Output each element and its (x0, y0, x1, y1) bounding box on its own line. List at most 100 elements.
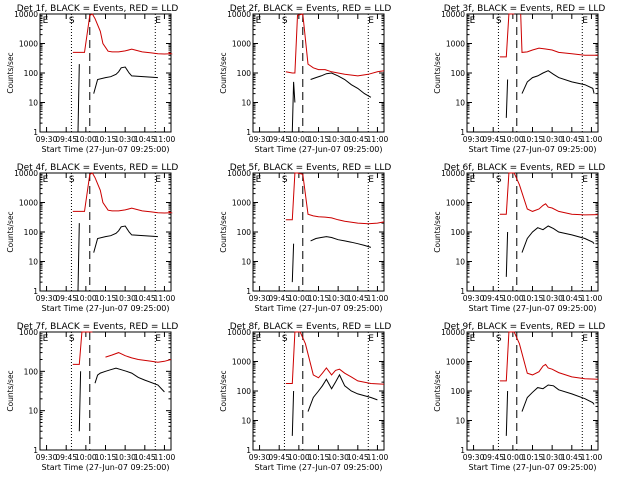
x-tick-label: 10:30 (541, 135, 563, 144)
events-series-line (505, 225, 595, 277)
y-axis-label: Counts/sec (433, 52, 442, 93)
lld-series-line (499, 331, 599, 382)
y-tick-label: 100 (451, 69, 466, 78)
marker-label: E (368, 175, 374, 185)
x-tick-label: 10:30 (327, 135, 349, 144)
y-axis-label: Counts/sec (433, 211, 442, 252)
panel-title: Det 5f, BLACK = Events, RED = LLD (230, 163, 392, 173)
marker-label: E (43, 334, 49, 344)
y-tick-label: 1 (460, 128, 465, 137)
x-tick-label: 11:00 (154, 294, 176, 303)
lld-series-line (285, 13, 385, 77)
marker-label: E (470, 334, 476, 344)
x-tick-label: 09:45 (268, 135, 290, 144)
x-tick-label: 10:00 (75, 135, 97, 144)
x-tick-label: 10:15 (95, 294, 117, 303)
y-tick-label: 100 (237, 228, 252, 237)
y-tick-label: 10000 (227, 169, 251, 178)
x-axis-label: Start Time (27-Jun-07 09:25:00) (42, 145, 170, 154)
lld-series-line (285, 331, 385, 385)
y-tick-label: 10000 (227, 328, 251, 337)
y-tick-label: 1000 (446, 358, 465, 367)
marker-label: E (43, 175, 49, 185)
x-axis-label: Start Time (27-Jun-07 09:25:00) (469, 304, 597, 313)
x-tick-label: 10:30 (327, 294, 349, 303)
y-tick-label: 1000 (232, 358, 251, 367)
y-axis-label: Counts/sec (433, 370, 442, 411)
y-axis-label: Counts/sec (6, 52, 15, 93)
x-tick-label: 09:30 (249, 453, 271, 462)
events-series-line (291, 72, 372, 133)
marker-label: S (282, 175, 288, 185)
x-axis-label: Start Time (27-Jun-07 09:25:00) (42, 304, 170, 313)
panel-det-3: Det 3f, BLACK = Events, RED = LLD 1 10 100 1… (433, 4, 605, 154)
marker-label: S (282, 16, 288, 26)
y-tick-label: 10000 (441, 10, 465, 19)
x-tick-label: 10:15 (308, 135, 330, 144)
x-tick-label: 09:30 (36, 135, 58, 144)
x-tick-label: 10:00 (288, 135, 310, 144)
x-tick-label: 11:00 (581, 453, 603, 462)
y-tick-label: 1 (246, 446, 251, 455)
lld-series-line (499, 172, 599, 216)
marker-label: E (155, 175, 161, 185)
events-series-line (78, 367, 165, 432)
x-tick-label: 10:45 (134, 453, 156, 462)
y-tick-label: 1000 (446, 40, 465, 49)
lld-series-line (72, 331, 172, 365)
y-tick-label: 10000 (441, 169, 465, 178)
y-axis-label: Counts/sec (219, 370, 228, 411)
y-tick-label: 10 (241, 99, 251, 108)
x-tick-label: 10:15 (308, 453, 330, 462)
x-tick-label: 10:30 (327, 453, 349, 462)
x-tick-label: 10:45 (561, 294, 583, 303)
x-tick-label: 10:15 (522, 453, 544, 462)
x-axis-label: Start Time (27-Jun-07 09:25:00) (42, 463, 170, 472)
marker-label: S (496, 334, 502, 344)
y-tick-label: 1000 (232, 199, 251, 208)
x-tick-label: 09:30 (463, 453, 485, 462)
y-tick-label: 10 (455, 99, 465, 108)
y-tick-label: 1000 (19, 328, 38, 337)
marker-label: E (368, 16, 374, 26)
x-tick-label: 10:45 (134, 135, 156, 144)
x-tick-label: 09:45 (482, 453, 504, 462)
lld-series-line (72, 172, 173, 214)
marker-label: E (582, 334, 588, 344)
panel-det-1: Det 1f, BLACK = Events, RED = LLD 1 10 100 1… (6, 4, 178, 154)
x-tick-label: 10:00 (75, 294, 97, 303)
panel-title: Det 9f, BLACK = Events, RED = LLD (444, 322, 606, 332)
y-axis-label: Counts/sec (6, 211, 15, 252)
y-tick-label: 10 (28, 258, 38, 267)
panel-title: Det 1f, BLACK = Events, RED = LLD (17, 4, 179, 14)
panel-title: Det 8f, BLACK = Events, RED = LLD (230, 322, 392, 332)
x-tick-label: 10:00 (502, 453, 524, 462)
lld-series-line (72, 13, 173, 55)
x-axis-label: Start Time (27-Jun-07 09:25:00) (255, 145, 383, 154)
x-tick-label: 11:00 (367, 135, 389, 144)
panel-det-4: Det 4f, BLACK = Events, RED = LLD 1 10 100 1… (6, 163, 178, 313)
y-tick-label: 1000 (446, 199, 465, 208)
y-tick-label: 10000 (14, 10, 38, 19)
y-tick-label: 100 (451, 228, 466, 237)
y-tick-label: 1 (460, 287, 465, 296)
x-tick-label: 09:45 (482, 294, 504, 303)
x-tick-label: 10:15 (522, 294, 544, 303)
y-tick-label: 10 (455, 417, 465, 426)
x-tick-label: 11:00 (154, 135, 176, 144)
x-tick-label: 10:30 (114, 135, 136, 144)
y-tick-label: 100 (24, 69, 39, 78)
marker-label: S (69, 175, 75, 185)
panel-det-8: Det 8f, BLACK = Events, RED = LLD 1 10 100 1… (219, 322, 391, 472)
marker-label: E (155, 334, 161, 344)
x-tick-label: 09:45 (55, 294, 77, 303)
events-series-line (505, 384, 595, 436)
x-tick-label: 10:30 (114, 294, 136, 303)
panel-title: Det 6f, BLACK = Events, RED = LLD (444, 163, 606, 173)
events-series-line (77, 223, 158, 292)
y-tick-label: 100 (24, 367, 39, 376)
y-tick-label: 10000 (14, 169, 38, 178)
x-tick-label: 10:00 (502, 135, 524, 144)
marker-label: S (496, 175, 502, 185)
x-axis-label: Start Time (27-Jun-07 09:25:00) (469, 463, 597, 472)
